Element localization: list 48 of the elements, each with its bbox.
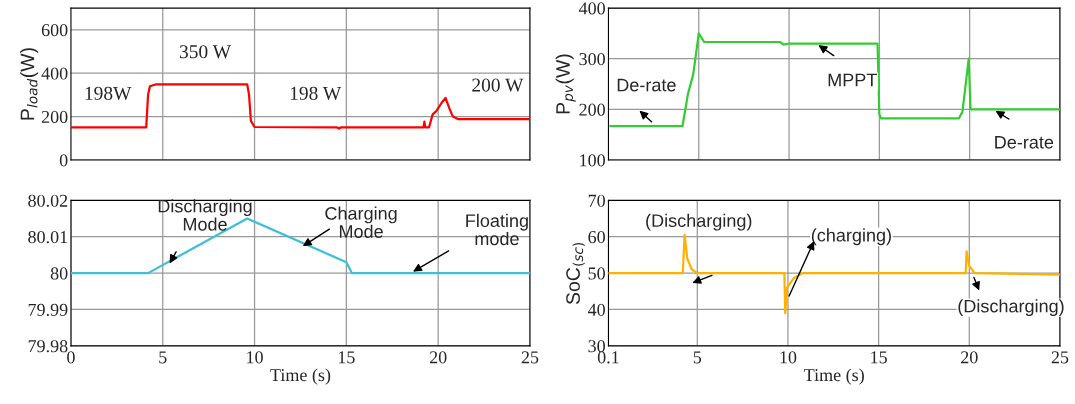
y-tick-label: 79.99 xyxy=(28,303,68,316)
y-axis-title: P$_{pv}$(W) xyxy=(555,54,576,114)
x-axis-title: Time (s) xyxy=(804,368,864,385)
annotation: De-rate xyxy=(617,78,676,92)
x-tick-label: 15 xyxy=(871,351,887,364)
annotation: Floating mode xyxy=(466,213,528,246)
annotation: (charging) xyxy=(811,228,891,246)
y-tick-label: 50 xyxy=(588,267,605,280)
x-tick-label: 5 xyxy=(693,351,702,364)
x-tick-label: 10 xyxy=(780,351,797,364)
y-tick-label: 200 xyxy=(579,103,605,116)
x-tick-label: 5 xyxy=(159,351,167,364)
y-tick-label: 300 xyxy=(579,52,605,66)
y-tick-label: 80.01 xyxy=(28,231,68,244)
y-tick-label: 100 xyxy=(580,154,605,167)
y-tick-label: 600 xyxy=(41,24,68,37)
x-tick-label: 0.1 xyxy=(597,351,619,364)
y-tick-label: 0 xyxy=(59,154,68,167)
x-axis-title: Time (s) xyxy=(270,368,331,385)
y-axis-title: SoC$_{(sc)}$ xyxy=(566,242,585,305)
x-tick-label: 25 xyxy=(521,351,539,364)
y-tick-label: 30 xyxy=(588,340,605,353)
y-axis-title: P$_{load}$(W) xyxy=(20,48,39,120)
y-tick-label: 80.02 xyxy=(28,194,68,207)
line-series xyxy=(609,32,1060,128)
annotation: 200 W xyxy=(472,78,524,92)
annotation: 198 W xyxy=(290,86,342,100)
y-tick-label: 400 xyxy=(41,67,68,80)
y-tick-label: 400 xyxy=(578,2,605,15)
annotation: Discharging Mode xyxy=(158,199,252,231)
annotation: Charging Mode xyxy=(325,206,397,238)
annotation: 198W xyxy=(85,86,132,100)
x-tick-label: 25 xyxy=(1051,351,1069,364)
y-tick-label: 200 xyxy=(41,110,68,124)
annotation: (Discharging) xyxy=(958,299,1064,317)
annotation: MPPT xyxy=(828,73,877,87)
x-tick-label: 20 xyxy=(429,351,447,364)
y-tick-label: 60 xyxy=(588,231,605,244)
y-tick-label: 70 xyxy=(588,194,605,207)
y-tick-label: 40 xyxy=(587,303,605,316)
x-tick-label: 15 xyxy=(338,351,355,364)
annotation: (Discharging) xyxy=(646,213,752,231)
annotation: De-rate xyxy=(995,136,1054,149)
y-tick-label: 79.98 xyxy=(28,340,68,353)
x-tick-label: 20 xyxy=(961,351,978,364)
annotation: 350 W xyxy=(179,45,232,59)
y-tick-label: 80 xyxy=(50,267,68,280)
x-tick-label: 10 xyxy=(247,351,263,364)
